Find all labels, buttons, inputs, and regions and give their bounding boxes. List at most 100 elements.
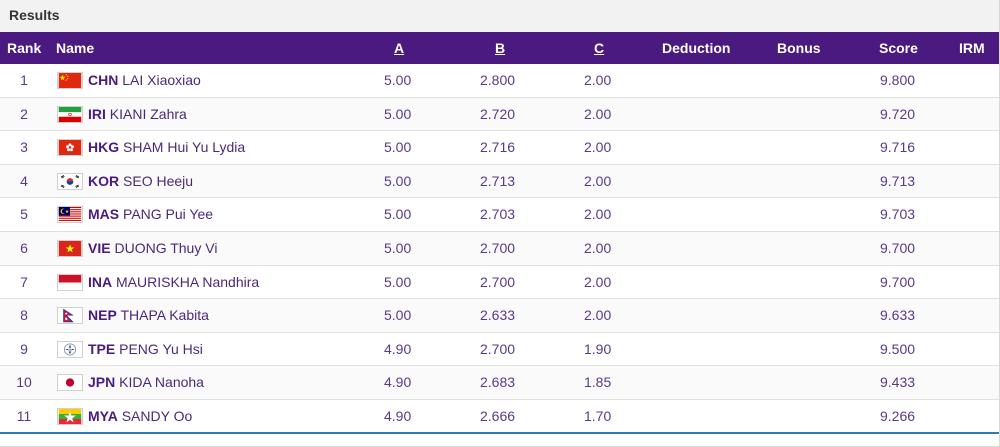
a-score-cell: 5.00	[384, 139, 412, 156]
rank-cell: 1	[20, 72, 28, 88]
table-row: 6 VIE DUONG Thuy Vi 5.00 2.700 2.00 9.700	[0, 231, 999, 266]
athlete-name-link[interactable]: KOR SEO Heeju	[88, 173, 193, 189]
table-row: 10 JPN KIDA Nanoha 4.90 2.683 1.85 9.433	[0, 366, 999, 400]
c-score-cell: 1.70	[584, 407, 612, 424]
noc-code: NEP	[88, 307, 117, 324]
chinese-taipei-flag-icon	[57, 340, 83, 358]
table-row: 3 HKG SHAM Hui Yu Lydia 5.00 2.716 2.00 9.716	[0, 131, 999, 165]
athlete-name: THAPA Kabita	[120, 307, 209, 324]
a-score-cell: 5.00	[384, 307, 412, 324]
athlete-name: KIDA Nanoha	[119, 374, 204, 391]
athlete-name-link[interactable]: MYA SANDY Oo	[88, 408, 192, 424]
japan-flag-icon	[57, 374, 83, 392]
rank-cell: 10	[16, 374, 32, 391]
athlete-name: PENG Yu Hsi	[119, 340, 203, 357]
col-name-header[interactable]: Name	[56, 40, 95, 56]
china-flag-icon	[57, 72, 83, 89]
c-score-cell: 2.00	[584, 307, 612, 324]
athlete-name-link[interactable]: CHN LAI Xiaoxiao	[88, 72, 201, 88]
total-score-cell: 9.700	[880, 239, 916, 256]
athlete-name-link[interactable]: HKG SHAM Hui Yu Lydia	[88, 139, 245, 155]
athlete-name: SANDY Oo	[121, 407, 193, 424]
rank-cell: 11	[16, 407, 32, 424]
athlete-name-link[interactable]: IRI KIANI Zahra	[88, 106, 187, 122]
noc-code: MYA	[88, 407, 118, 424]
noc-code: IRI	[88, 105, 106, 122]
athlete-name: KIANI Zahra	[109, 105, 187, 122]
total-score-cell: 9.433	[880, 374, 916, 391]
c-score-cell: 2.00	[584, 206, 612, 223]
myanmar-flag-icon	[57, 407, 83, 425]
total-score-cell: 9.703	[880, 206, 916, 223]
noc-code: TPE	[88, 340, 116, 357]
total-score-cell: 9.800	[880, 72, 916, 88]
hong-kong-flag-icon	[57, 139, 83, 157]
c-score-cell: 2.00	[584, 273, 612, 290]
table-row: 9 TPE PENG Yu Hsi 4.90 2.700 1.90 9.500	[0, 332, 999, 367]
c-score-cell: 1.85	[584, 374, 612, 391]
athlete-name-link[interactable]: MAS PANG Pui Yee	[88, 206, 213, 222]
c-score-cell: 2.00	[584, 239, 612, 256]
athlete-name-link[interactable]: JPN KIDA Nanoha	[88, 374, 204, 390]
c-score-cell: 2.00	[584, 72, 612, 88]
nepal-flag-icon	[57, 307, 83, 325]
a-score-cell: 5.00	[384, 206, 412, 223]
noc-code: INA	[88, 273, 113, 290]
athlete-name-link[interactable]: TPE PENG Yu Hsi	[88, 341, 203, 357]
total-score-cell: 9.716	[880, 139, 916, 156]
rank-cell: 6	[20, 239, 28, 256]
c-score-cell: 2.00	[584, 172, 612, 189]
c-score-cell: 2.00	[584, 139, 612, 156]
b-score-cell: 2.703	[480, 206, 516, 223]
table-row: 11 MYA SANDY Oo 4.90 2.666 1.70 9.266	[0, 399, 999, 434]
col-a-header[interactable]: A	[394, 40, 405, 56]
athlete-name: DUONG Thuy Vi	[114, 239, 218, 256]
rank-cell: 5	[20, 206, 28, 223]
athlete-name-link[interactable]: VIE DUONG Thuy Vi	[88, 240, 217, 256]
b-score-cell: 2.716	[480, 139, 516, 156]
b-score-cell: 2.700	[480, 239, 516, 256]
noc-code: JPN	[88, 374, 116, 391]
col-rank-header[interactable]: Rank	[7, 40, 42, 56]
athlete-name-link[interactable]: INA MAURISKHA Nandhira	[88, 274, 259, 290]
total-score-cell: 9.266	[880, 407, 916, 424]
athlete-name: PANG Pui Yee	[123, 206, 214, 223]
col-score-header[interactable]: Score	[879, 40, 918, 56]
noc-code: VIE	[88, 239, 111, 256]
col-bonus-header[interactable]: Bonus	[777, 40, 821, 56]
page-title: Results	[9, 7, 60, 23]
c-score-cell: 1.90	[584, 340, 612, 357]
b-score-cell: 2.700	[480, 340, 516, 357]
col-deduction-header[interactable]: Deduction	[662, 40, 731, 56]
b-score-cell: 2.700	[480, 273, 516, 290]
total-score-cell: 9.500	[880, 340, 916, 357]
a-score-cell: 5.00	[384, 273, 412, 290]
total-score-cell: 9.700	[880, 273, 916, 290]
table-row: 5 MAS PANG Pui Yee 5.00 2.703 2.00 9.703	[0, 198, 999, 232]
a-score-cell: 5.00	[384, 239, 412, 256]
table-row: 4 KOR SEO Heeju 5.00 2.713 2.00 9.713	[0, 164, 999, 199]
athlete-name: SEO Heeju	[123, 172, 194, 189]
col-b-header[interactable]: B	[495, 40, 506, 56]
athlete-name-link[interactable]: NEP THAPA Kabita	[88, 307, 209, 323]
a-score-cell: 5.00	[384, 172, 412, 189]
results-title-bar: Results	[0, 0, 999, 33]
noc-code: KOR	[88, 172, 120, 189]
table-row: 2 IRI KIANI Zahra 5.00 2.720 2.00 9.720	[0, 97, 999, 132]
table-row: 8 NEP THAPA Kabita 5.00 2.633 2.00 9.633	[0, 299, 999, 333]
rank-cell: 9	[20, 340, 28, 357]
a-score-cell: 5.00	[384, 72, 412, 88]
table-row: 7 INA MAURISKHA Nandhira 5.00 2.700 2.00 9.70…	[0, 265, 999, 300]
col-irm-header[interactable]: IRM	[959, 40, 985, 56]
a-score-cell: 4.90	[384, 340, 412, 357]
rank-cell: 4	[20, 172, 28, 189]
b-score-cell: 2.633	[480, 307, 516, 324]
noc-code: CHN	[88, 72, 119, 88]
malaysia-flag-icon	[57, 206, 83, 224]
b-score-cell: 2.683	[480, 374, 516, 391]
a-score-cell: 5.00	[384, 105, 412, 122]
total-score-cell: 9.633	[880, 307, 916, 324]
b-score-cell: 2.666	[480, 407, 516, 424]
col-c-header[interactable]: C	[594, 40, 605, 56]
